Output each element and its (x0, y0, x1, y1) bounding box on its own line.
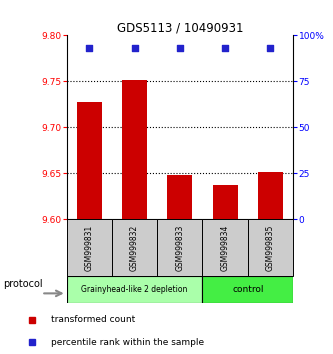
Text: GSM999831: GSM999831 (85, 225, 94, 271)
Bar (112, 219, 157, 276)
Bar (157, 219, 202, 276)
Bar (67, 219, 112, 276)
Bar (258, 172, 283, 219)
Text: GSM999834: GSM999834 (220, 224, 230, 271)
Title: GDS5113 / 10490931: GDS5113 / 10490931 (117, 21, 243, 34)
Text: GSM999832: GSM999832 (130, 225, 139, 271)
Text: GSM999835: GSM999835 (266, 224, 275, 271)
Bar (202, 219, 248, 276)
Bar (77, 102, 102, 219)
Text: protocol: protocol (3, 279, 43, 289)
Bar (122, 80, 147, 219)
Text: GSM999833: GSM999833 (175, 224, 184, 271)
Point (268, 45, 273, 51)
Text: Grainyhead-like 2 depletion: Grainyhead-like 2 depletion (81, 285, 188, 294)
Point (132, 45, 137, 51)
Text: percentile rank within the sample: percentile rank within the sample (51, 338, 204, 347)
Bar (67, 276, 202, 303)
Bar (167, 175, 192, 219)
Text: control: control (232, 285, 263, 294)
Bar (202, 276, 293, 303)
Point (87, 45, 92, 51)
Point (177, 45, 182, 51)
Point (222, 45, 228, 51)
Bar (248, 219, 293, 276)
Bar (213, 184, 237, 219)
Text: transformed count: transformed count (51, 315, 136, 324)
